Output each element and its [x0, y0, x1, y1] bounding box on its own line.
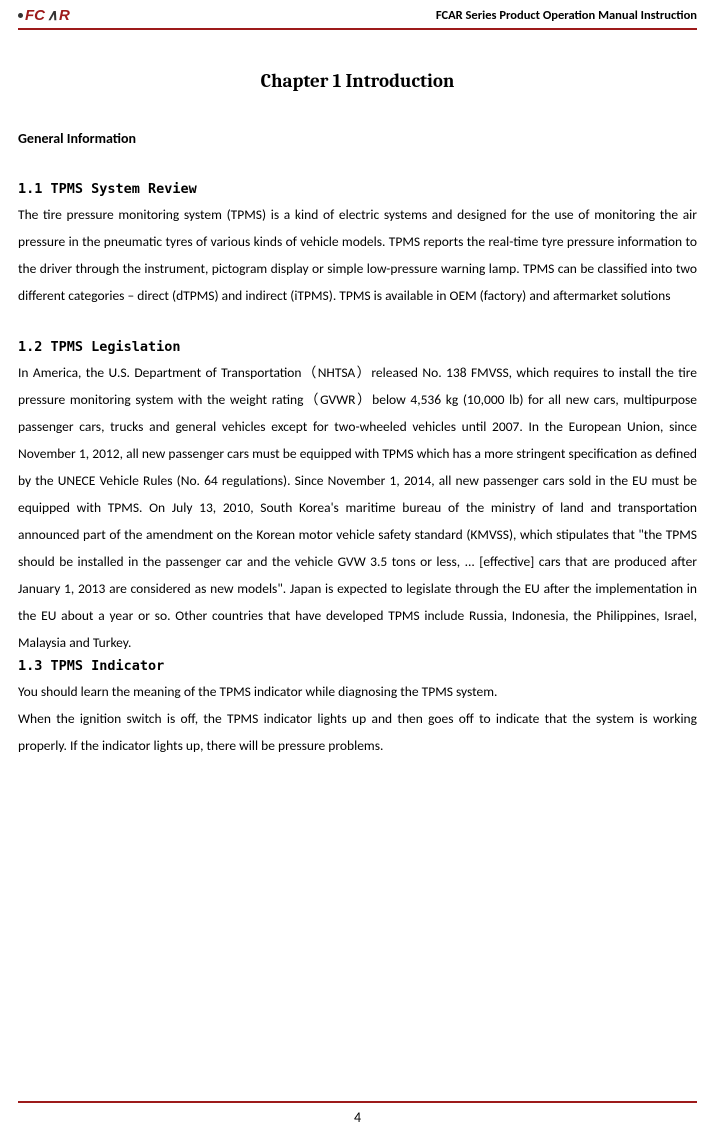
fcar-logo: FC ∧ R	[18, 6, 79, 24]
header-rule	[18, 28, 697, 30]
section-1-2-body: In America, the U.S. Department of Trans…	[18, 359, 697, 656]
section-1-3-body-2: When the ignition switch is off, the TPM…	[18, 705, 697, 759]
page-number: 4	[0, 1109, 715, 1126]
section-1-1-heading: 1.1 TPMS System Review	[18, 181, 697, 197]
svg-text:∧: ∧	[47, 7, 58, 24]
page-footer: 4	[0, 1101, 715, 1126]
section-1-3-heading: 1.3 TPMS Indicator	[18, 658, 697, 674]
header-title: FCAR Series Product Operation Manual Ins…	[436, 8, 697, 23]
svg-text:R: R	[59, 7, 70, 24]
svg-text:FC: FC	[25, 7, 46, 24]
section-1-1-body: The tire pressure monitoring system (TPM…	[18, 201, 697, 309]
general-information-heading: General Information	[18, 130, 697, 147]
chapter-title: Chapter 1 Introduction	[18, 70, 697, 92]
fcar-logo-svg: FC ∧ R	[25, 6, 79, 24]
section-1-2-heading: 1.2 TPMS Legislation	[18, 339, 697, 355]
logo-dot-icon	[18, 13, 23, 18]
section-1-3-body-1: You should learn the meaning of the TPMS…	[18, 678, 697, 705]
page-content: Chapter 1 Introduction General Informati…	[0, 70, 715, 759]
page-header: FC ∧ R FCAR Series Product Operation Man…	[0, 0, 715, 28]
footer-rule	[18, 1101, 697, 1103]
